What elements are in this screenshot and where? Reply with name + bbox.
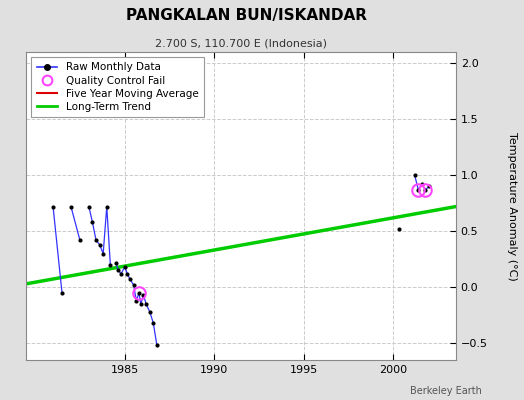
Legend: Raw Monthly Data, Quality Control Fail, Five Year Moving Average, Long-Term Tren: Raw Monthly Data, Quality Control Fail, … (31, 57, 204, 117)
Text: PANGKALAN BUN/ISKANDAR: PANGKALAN BUN/ISKANDAR (126, 8, 367, 23)
Title: 2.700 S, 110.700 E (Indonesia): 2.700 S, 110.700 E (Indonesia) (155, 38, 327, 48)
Y-axis label: Temperature Anomaly (°C): Temperature Anomaly (°C) (507, 132, 517, 280)
Text: Berkeley Earth: Berkeley Earth (410, 386, 482, 396)
